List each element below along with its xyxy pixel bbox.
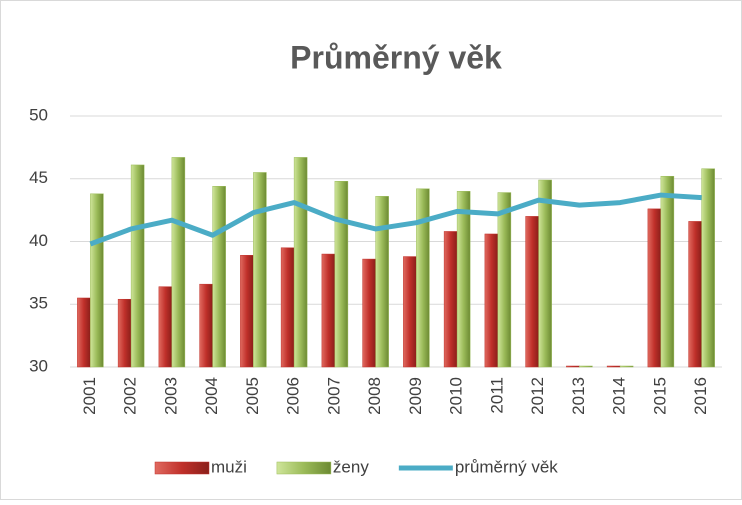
y-tick-label: 30 <box>29 356 48 375</box>
bar <box>212 186 226 368</box>
x-tick-label: 2015 <box>650 377 669 415</box>
bar <box>375 196 389 368</box>
y-tick-label: 35 <box>29 294 48 313</box>
x-tick-label: 2010 <box>447 377 466 415</box>
x-tick-label: 2007 <box>324 377 343 415</box>
bar <box>77 297 91 368</box>
x-tick-label: 2014 <box>610 377 629 415</box>
chart-title: Průměrný věk <box>290 39 502 75</box>
bar <box>334 181 349 368</box>
bar <box>117 298 132 368</box>
x-tick-label: 2009 <box>406 377 425 415</box>
bar <box>525 216 539 368</box>
bar <box>566 365 580 368</box>
x-tick-label: 2005 <box>243 377 262 415</box>
x-tick-label: 2006 <box>284 377 303 415</box>
bar <box>660 175 675 368</box>
legend-swatch <box>154 461 210 475</box>
x-tick-label: 2003 <box>161 377 180 415</box>
y-tick-label: 45 <box>29 168 48 187</box>
bar <box>416 188 430 368</box>
bar <box>497 192 512 368</box>
bar <box>403 256 417 368</box>
bar <box>130 164 145 368</box>
x-tick-label: 2004 <box>202 377 221 415</box>
x-tick-label: 2011 <box>487 377 506 414</box>
x-tick-label: 2008 <box>365 377 384 415</box>
x-tick-label: 2013 <box>569 377 588 415</box>
bar <box>538 179 552 368</box>
bar <box>579 365 593 368</box>
y-tick-label: 50 <box>29 105 48 124</box>
bar <box>362 258 376 368</box>
bar <box>647 208 662 368</box>
x-tick-label: 2016 <box>691 377 710 415</box>
bar <box>253 172 267 368</box>
x-tick-label: 2002 <box>121 377 140 415</box>
x-tick-label: 2001 <box>80 377 99 415</box>
line <box>89 192 702 247</box>
bar <box>688 221 702 368</box>
bar <box>443 231 458 368</box>
legend-label: průměrný věk <box>455 457 558 476</box>
bar <box>293 157 308 368</box>
bar <box>606 365 621 368</box>
bar <box>280 247 295 368</box>
bar <box>90 193 104 368</box>
bar <box>484 233 499 368</box>
x-tick-label: 2012 <box>528 377 547 415</box>
bar <box>158 286 173 368</box>
bar <box>619 365 634 368</box>
bar <box>701 168 715 368</box>
bar <box>199 283 213 368</box>
bar <box>171 157 186 368</box>
legend-label: muži <box>211 457 247 476</box>
legend-swatch <box>276 461 332 475</box>
bar <box>240 255 254 368</box>
legend-label: ženy <box>333 457 369 476</box>
bar <box>456 191 471 368</box>
y-tick-label: 40 <box>29 231 48 250</box>
bar <box>321 253 336 368</box>
